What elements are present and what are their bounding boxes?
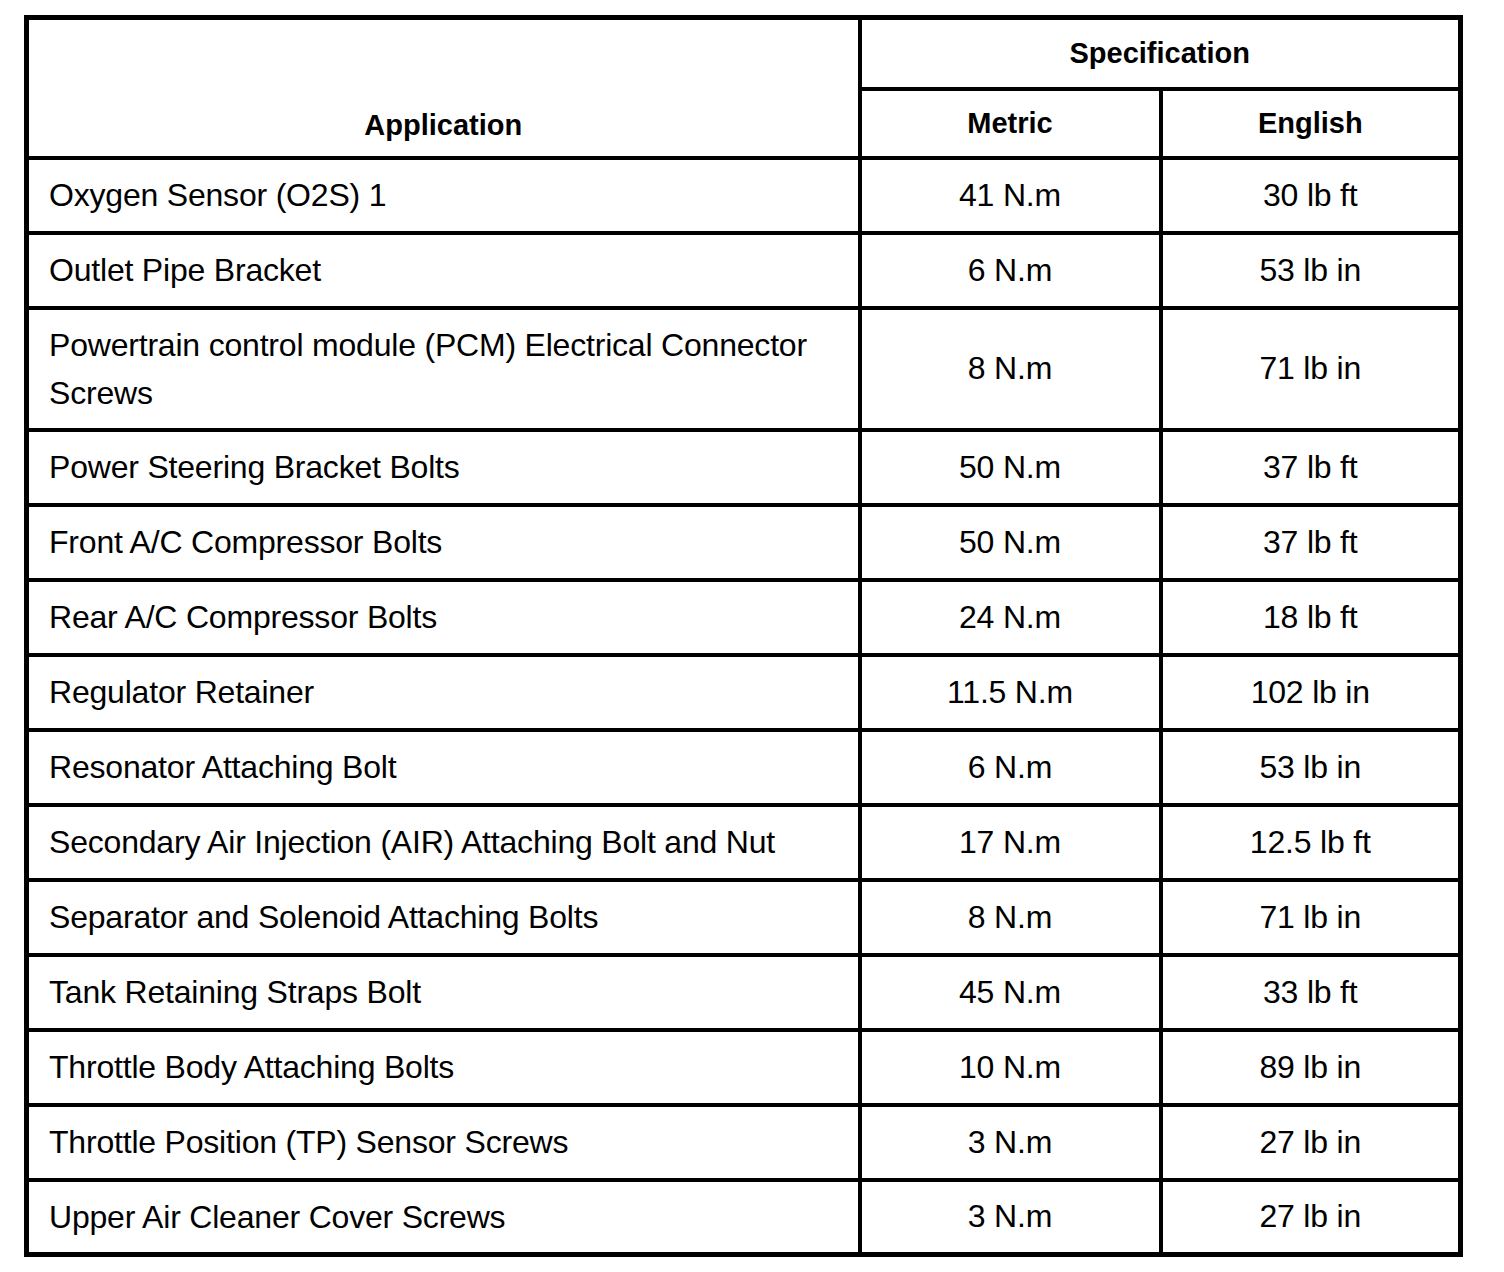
metric-cell: 50 N.m: [860, 430, 1161, 505]
english-cell: 71 lb in: [1161, 880, 1461, 955]
application-column-header: Application: [27, 18, 860, 158]
application-cell: Throttle Body Attaching Bolts: [27, 1030, 860, 1105]
table-row: Throttle Position (TP) Sensor Screws 3 N…: [27, 1105, 1461, 1180]
table-row: Resonator Attaching Bolt 6 N.m 53 lb in: [27, 730, 1461, 805]
table-row: Throttle Body Attaching Bolts 10 N.m 89 …: [27, 1030, 1461, 1105]
metric-cell: 24 N.m: [860, 580, 1161, 655]
metric-cell: 3 N.m: [860, 1180, 1161, 1255]
english-cell: 89 lb in: [1161, 1030, 1461, 1105]
application-cell: Front A/C Compressor Bolts: [27, 505, 860, 580]
english-cell: 37 lb ft: [1161, 430, 1461, 505]
application-cell: Tank Retaining Straps Bolt: [27, 955, 860, 1030]
table-row: Oxygen Sensor (O2S) 1 41 N.m 30 lb ft: [27, 158, 1461, 233]
english-cell: 37 lb ft: [1161, 505, 1461, 580]
metric-cell: 8 N.m: [860, 308, 1161, 430]
application-cell: Power Steering Bracket Bolts: [27, 430, 860, 505]
metric-cell: 6 N.m: [860, 233, 1161, 308]
application-cell: Powertrain control module (PCM) Electric…: [27, 308, 860, 430]
english-cell: 71 lb in: [1161, 308, 1461, 430]
application-cell: Regulator Retainer: [27, 655, 860, 730]
application-cell: Separator and Solenoid Attaching Bolts: [27, 880, 860, 955]
application-cell: Oxygen Sensor (O2S) 1: [27, 158, 860, 233]
metric-cell: 3 N.m: [860, 1105, 1161, 1180]
metric-cell: 50 N.m: [860, 505, 1161, 580]
torque-specifications-table: Application Specification Metric English…: [24, 15, 1463, 1257]
table-row: Secondary Air Injection (AIR) Attaching …: [27, 805, 1461, 880]
application-cell: Secondary Air Injection (AIR) Attaching …: [27, 805, 860, 880]
table-row: Outlet Pipe Bracket 6 N.m 53 lb in: [27, 233, 1461, 308]
metric-cell: 8 N.m: [860, 880, 1161, 955]
application-cell: Rear A/C Compressor Bolts: [27, 580, 860, 655]
english-cell: 102 lb in: [1161, 655, 1461, 730]
specification-column-header: Specification: [860, 18, 1461, 89]
application-cell: Outlet Pipe Bracket: [27, 233, 860, 308]
english-cell: 30 lb ft: [1161, 158, 1461, 233]
english-cell: 27 lb in: [1161, 1180, 1461, 1255]
header-row-specification: Application Specification: [27, 18, 1461, 89]
english-cell: 53 lb in: [1161, 233, 1461, 308]
table-row: Power Steering Bracket Bolts 50 N.m 37 l…: [27, 430, 1461, 505]
metric-cell: 41 N.m: [860, 158, 1161, 233]
metric-cell: 6 N.m: [860, 730, 1161, 805]
english-cell: 18 lb ft: [1161, 580, 1461, 655]
table-row: Rear A/C Compressor Bolts 24 N.m 18 lb f…: [27, 580, 1461, 655]
table-row: Tank Retaining Straps Bolt 45 N.m 33 lb …: [27, 955, 1461, 1030]
metric-cell: 17 N.m: [860, 805, 1161, 880]
english-column-header: English: [1161, 89, 1461, 158]
table-row: Front A/C Compressor Bolts 50 N.m 37 lb …: [27, 505, 1461, 580]
metric-cell: 11.5 N.m: [860, 655, 1161, 730]
application-cell: Throttle Position (TP) Sensor Screws: [27, 1105, 860, 1180]
english-cell: 33 lb ft: [1161, 955, 1461, 1030]
application-cell: Resonator Attaching Bolt: [27, 730, 860, 805]
table-row: Upper Air Cleaner Cover Screws 3 N.m 27 …: [27, 1180, 1461, 1255]
table-row: Regulator Retainer 11.5 N.m 102 lb in: [27, 655, 1461, 730]
metric-cell: 10 N.m: [860, 1030, 1161, 1105]
table-row: Powertrain control module (PCM) Electric…: [27, 308, 1461, 430]
english-cell: 12.5 lb ft: [1161, 805, 1461, 880]
english-cell: 53 lb in: [1161, 730, 1461, 805]
metric-column-header: Metric: [860, 89, 1161, 158]
application-cell: Upper Air Cleaner Cover Screws: [27, 1180, 860, 1255]
metric-cell: 45 N.m: [860, 955, 1161, 1030]
table-row: Separator and Solenoid Attaching Bolts 8…: [27, 880, 1461, 955]
english-cell: 27 lb in: [1161, 1105, 1461, 1180]
